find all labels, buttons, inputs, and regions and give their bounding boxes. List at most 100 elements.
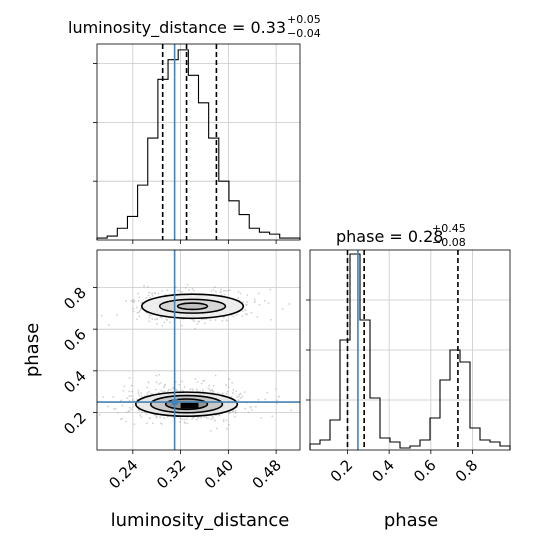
scatter-point — [146, 394, 149, 396]
scatter-point — [125, 300, 128, 303]
phase-title-sub: −0.08 — [432, 236, 466, 249]
scatter-point — [157, 391, 160, 394]
x-tick-label-phase: 0.4 — [368, 456, 398, 486]
scatter-point — [107, 324, 110, 327]
y-axis-label-phase: phase — [22, 323, 43, 377]
x-tick-label-phase: 0.2 — [327, 456, 357, 486]
scatter-point — [146, 392, 149, 394]
scatter-point — [140, 392, 143, 395]
scatter-point — [121, 417, 124, 420]
scatter-point — [178, 290, 180, 292]
scatter-point — [147, 294, 150, 297]
x-tick-label-phase: 0.6 — [410, 456, 440, 486]
scatter-point — [138, 311, 140, 314]
scatter-point — [130, 299, 133, 302]
scatter-point — [112, 396, 115, 398]
scatter-point — [136, 311, 139, 314]
scatter-point — [221, 393, 224, 395]
scatter-point — [151, 292, 154, 295]
scatter-point — [225, 392, 228, 395]
scatter-point — [166, 318, 168, 321]
scatter-point — [192, 388, 194, 391]
y-tick-label-phase: 0.6 — [60, 325, 90, 355]
scatter-point — [224, 289, 227, 292]
scatter-point — [178, 383, 181, 386]
scatter-point — [247, 411, 250, 414]
phase-histogram — [309, 253, 511, 450]
scatter-point — [242, 300, 245, 303]
scatter-point — [160, 389, 163, 392]
scatter-point — [263, 299, 266, 302]
scatter-point — [202, 389, 204, 392]
scatter-point — [116, 313, 118, 316]
contour-level — [176, 302, 209, 311]
scatter-point — [231, 410, 234, 413]
scatter-point — [175, 388, 178, 391]
scatter-point — [128, 377, 131, 379]
scatter-point — [163, 385, 166, 387]
scatter-point — [149, 392, 152, 395]
x-tick-label-luminosity-distance: 0.32 — [153, 456, 189, 492]
scatter-point — [155, 416, 158, 419]
scatter-point — [192, 319, 195, 321]
scatter-point — [155, 317, 158, 320]
scatter-point — [156, 318, 159, 321]
truth-marker — [171, 399, 178, 406]
scatter-point — [121, 404, 124, 407]
phase-title-sup: +0.45 — [432, 222, 466, 235]
scatter-point — [146, 386, 149, 389]
scatter-point — [135, 306, 138, 309]
scatter-point — [212, 391, 215, 393]
scatter-point — [102, 396, 105, 399]
scatter-point — [150, 314, 152, 317]
scatter-point — [138, 309, 141, 312]
scatter-point — [151, 317, 154, 320]
panel-background — [97, 250, 300, 450]
scatter-point — [145, 296, 148, 299]
scatter-point — [196, 381, 199, 384]
scatter-point — [163, 386, 165, 389]
scatter-point — [189, 388, 192, 391]
scatter-point — [195, 418, 198, 421]
scatter-point — [236, 396, 239, 399]
scatter-point — [131, 300, 134, 303]
scatter-point — [208, 384, 211, 387]
scatter-point — [160, 423, 163, 425]
scatter-point — [216, 392, 219, 395]
scatter-point — [148, 417, 151, 420]
scatter-point — [167, 389, 170, 391]
scatter-point — [227, 386, 230, 389]
y-tick-label-phase: 0.4 — [60, 367, 90, 397]
scatter-point — [243, 391, 246, 394]
scatter-point — [207, 417, 209, 420]
scatter-point — [195, 388, 198, 391]
panel-border — [96, 43, 301, 241]
scatter-point — [122, 389, 125, 392]
scatter-point — [193, 320, 196, 323]
scatter-point — [191, 418, 194, 420]
x-axis-label-phase: phase — [384, 510, 438, 531]
scatter-point — [137, 392, 140, 394]
scatter-point — [163, 321, 166, 324]
scatter-point — [154, 292, 157, 295]
scatter-point — [132, 300, 135, 303]
scatter-point — [137, 292, 139, 295]
scatter-point — [183, 418, 186, 420]
scatter-point — [161, 290, 163, 292]
y-tick-label-phase: 0.8 — [60, 284, 90, 314]
scatter-point — [225, 319, 228, 322]
scatter-point — [234, 412, 237, 414]
luminosity-distance-title: luminosity_distance = 0.33 — [68, 18, 286, 38]
scatter-point — [125, 411, 128, 414]
scatter-point — [210, 289, 213, 292]
scatter-point — [181, 290, 183, 293]
scatter-point — [166, 289, 169, 291]
scatter-point — [257, 292, 260, 295]
scatter-point — [126, 397, 129, 400]
scatter-point — [130, 384, 133, 387]
scatter-point — [227, 423, 230, 426]
scatter-point — [212, 384, 215, 387]
luminosity-distance-marginal-panel — [93, 43, 301, 244]
scatter-point — [185, 418, 188, 421]
phase-title: phase = 0.28 — [336, 227, 443, 246]
